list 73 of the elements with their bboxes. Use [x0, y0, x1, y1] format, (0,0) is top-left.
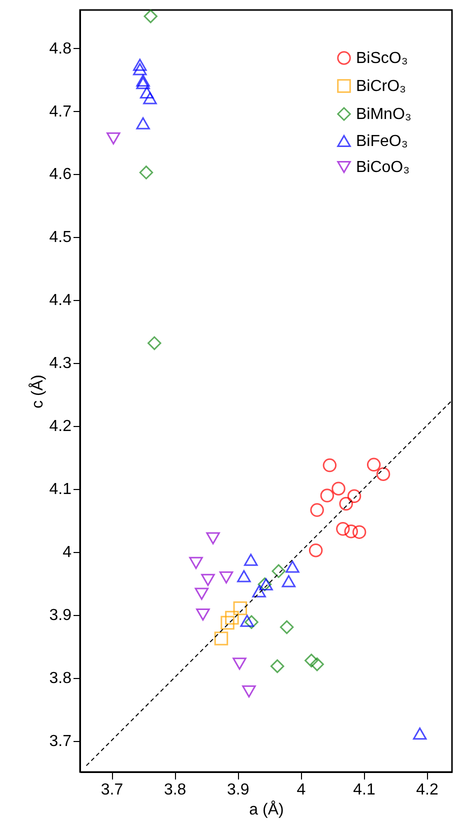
y-tick-label: 4	[62, 544, 72, 562]
x-tick-label: 3.7	[100, 782, 124, 798]
point	[194, 588, 209, 600]
point	[133, 63, 147, 76]
y-tick-label: 4.2	[49, 418, 72, 436]
point	[206, 532, 220, 544]
x-tick-label: 4	[296, 782, 306, 798]
y-tick-label: 4.7	[49, 103, 72, 120]
point	[310, 657, 324, 672]
point	[366, 458, 381, 472]
point	[320, 488, 334, 502]
point	[280, 620, 294, 634]
point	[308, 543, 323, 558]
point	[143, 92, 157, 104]
point	[332, 482, 346, 496]
point	[272, 564, 286, 578]
point	[244, 554, 258, 566]
y-tick-label: 4.1	[49, 481, 72, 498]
point	[148, 336, 162, 350]
legend-label: BiCoO₃	[356, 159, 410, 176]
x-tick-label: 3.9	[227, 782, 250, 798]
point	[322, 458, 337, 472]
y-tick-label: 3.9	[49, 607, 72, 624]
point	[136, 77, 150, 90]
point	[136, 74, 150, 87]
y-tick-label: 4.8	[49, 40, 72, 58]
legend-label: BiMnO₃	[356, 106, 412, 123]
legend-label: BiScO₃	[356, 50, 408, 67]
point	[133, 58, 147, 71]
point	[232, 658, 246, 670]
legend-label: BiCrO₃	[356, 78, 406, 95]
y-tick-label: 4.3	[49, 355, 72, 372]
point	[189, 556, 203, 569]
point	[220, 616, 234, 630]
point	[219, 571, 234, 584]
point	[282, 575, 296, 588]
y-tick-label: 3.8	[49, 670, 72, 688]
y-tick-label: 3.7	[49, 733, 72, 750]
x-tick-label: 4.2	[416, 782, 438, 798]
point	[240, 614, 254, 627]
point	[412, 728, 427, 740]
point	[270, 659, 284, 674]
legend-label: BiFeO₃	[356, 133, 408, 150]
point	[201, 574, 215, 586]
point	[347, 489, 362, 504]
x-tick-label: 3.8	[164, 782, 186, 798]
point	[225, 610, 239, 625]
point	[339, 496, 353, 511]
point	[139, 166, 154, 180]
point	[376, 467, 390, 481]
point	[344, 524, 358, 538]
point	[196, 608, 210, 621]
point	[233, 601, 248, 616]
point	[352, 525, 366, 539]
point	[336, 522, 350, 536]
point	[214, 632, 228, 646]
x-axis-title: a (Å)	[249, 800, 284, 818]
point	[136, 117, 150, 130]
point	[244, 615, 258, 629]
point	[140, 86, 154, 99]
y-axis-title: c (Å)	[28, 374, 46, 408]
y-tick-label: 4.6	[49, 166, 72, 184]
x-tick-label: 4.1	[353, 782, 376, 798]
y-tick-label: 4.5	[49, 229, 72, 246]
point	[144, 9, 158, 24]
point	[304, 654, 318, 668]
point	[106, 132, 120, 145]
point	[237, 570, 251, 582]
point	[252, 585, 266, 598]
point	[242, 685, 256, 698]
point	[310, 503, 324, 517]
y-tick-label: 4.4	[49, 292, 72, 310]
point	[286, 560, 300, 573]
